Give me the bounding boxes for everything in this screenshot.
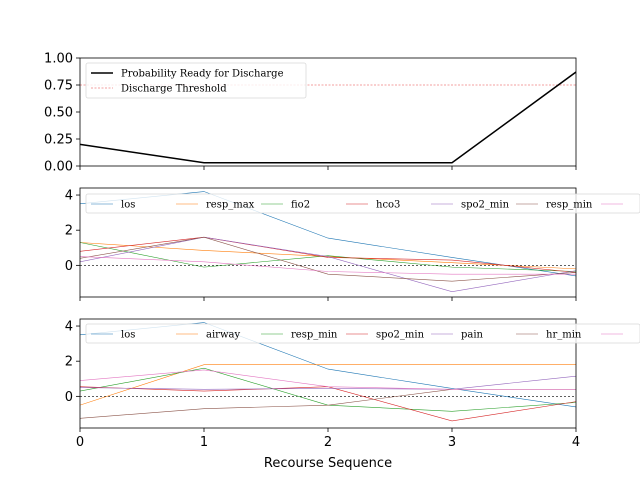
y-tick-label: 0.50 (44, 106, 73, 121)
legend-label: resp_min (546, 200, 593, 211)
series-line-resp_min (80, 367, 576, 412)
axes-frame (79, 318, 577, 429)
x-tick-label: 1 (200, 435, 208, 450)
y-tick-label: 2 (65, 355, 73, 370)
x-tick-label: 0 (76, 435, 84, 450)
panel-feature-changes-2: 0 2 4 0 1 2 3 4 los airway resp_min spo2_min pain hr_… (65, 318, 640, 450)
x-axis-label: Recourse Sequence (264, 456, 392, 471)
legend: los resp_max fio2 hco3 spo2_min resp_min (85, 193, 640, 214)
y-tick-label: 4 (65, 189, 73, 204)
legend-label: Discharge Threshold (121, 84, 227, 95)
legend-box (85, 193, 640, 214)
series-line-pain (80, 375, 576, 390)
legend-label: hco3 (376, 200, 400, 211)
legend-label: hr_min (546, 330, 582, 341)
y-tick-label: 0 (65, 390, 73, 405)
legend-label: resp_min (291, 330, 338, 341)
plot-area (80, 71, 576, 164)
series-line-fio2 (80, 242, 576, 272)
legend-label: los (121, 200, 135, 211)
series-line-airway (80, 364, 576, 406)
series-line-resp_min (80, 236, 576, 282)
panel-probability: 0.00 0.25 0.50 0.75 1.00 Probability Ready fo… (44, 52, 577, 175)
legend-label: fio2 (291, 200, 310, 211)
x-tick-label: 2 (324, 435, 332, 450)
legend-label: Probability Ready for Discharge (121, 69, 284, 80)
series-line-spo2_min (80, 386, 576, 422)
legend: los airway resp_min spo2_min pain hr_min (85, 323, 640, 344)
legend-label: airway (206, 330, 240, 341)
legend-label: spo2_min (461, 200, 510, 211)
legend-label: resp_max (206, 200, 255, 211)
series-line-hco3 (80, 236, 576, 273)
y-tick-label: 0.25 (44, 133, 73, 148)
y-tick-label: 0.00 (44, 160, 73, 175)
legend: Probability Ready for Discharge Discharge… (85, 62, 307, 99)
series-line-hr_min (80, 389, 576, 419)
panel-feature-changes-1: 0 2 4 los resp_max fio2 hco3 spo2_min resp_min (65, 187, 640, 301)
legend-box (85, 323, 640, 344)
series-line-Probability Ready for Discharge (80, 71, 576, 164)
series-line-unlabeled-6 (80, 369, 576, 390)
legend-box (85, 62, 307, 99)
legend-label: spo2_min (376, 330, 425, 341)
y-tick-label: 0 (65, 259, 73, 274)
y-tick-label: 1.00 (44, 52, 73, 67)
x-tick-label: 4 (572, 435, 580, 450)
series-line-unlabeled-6 (80, 256, 576, 275)
plot-area (80, 322, 576, 422)
y-tick-label: 2 (65, 224, 73, 239)
series-line-spo2_min (80, 236, 576, 293)
y-tick-label: 0.75 (44, 79, 73, 94)
y-tick-label: 4 (65, 320, 73, 335)
axes-frame (79, 187, 577, 298)
x-tick-label: 3 (448, 435, 456, 450)
legend-label: los (121, 330, 135, 341)
legend-label: pain (461, 330, 484, 341)
axes-frame (79, 57, 577, 167)
